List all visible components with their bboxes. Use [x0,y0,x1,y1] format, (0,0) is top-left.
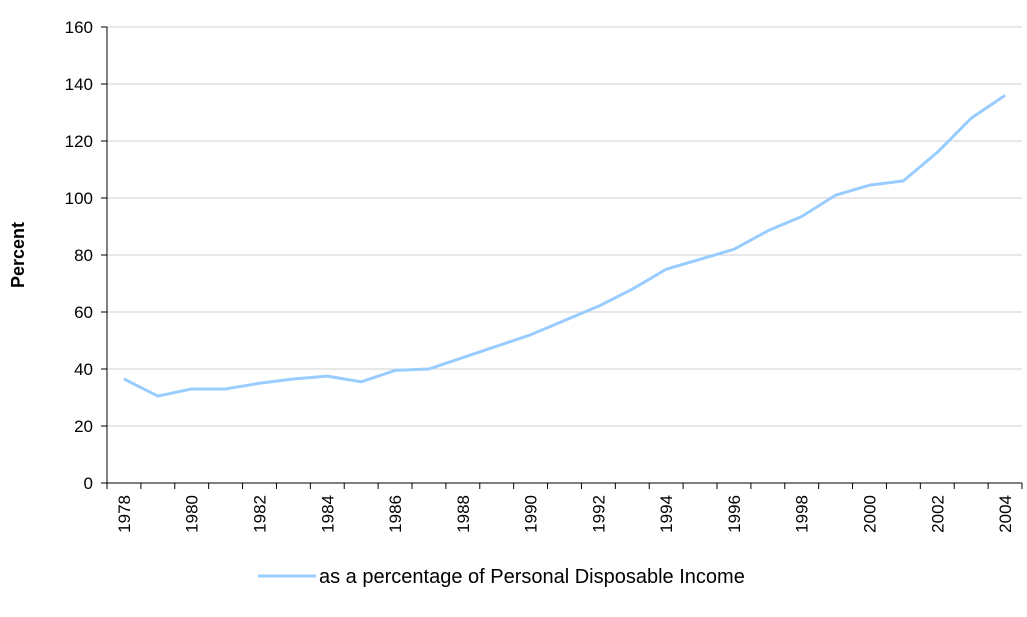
y-tick-label: 120 [65,132,93,151]
x-tick-label: 1984 [318,495,337,533]
x-tick-label: 2002 [928,495,947,533]
x-tick-label: 1990 [522,495,541,533]
x-tick-label: 1988 [454,495,473,533]
y-tick-label: 100 [65,189,93,208]
y-tick-label: 60 [74,303,93,322]
x-tick-label: 2000 [861,495,880,533]
y-tick-label: 20 [74,417,93,436]
x-tick-label: 1994 [657,495,676,533]
y-tick-label: 80 [74,246,93,265]
x-tick-label: 1992 [589,495,608,533]
x-tick-label: 1982 [251,495,270,533]
y-axis-title: Percent [8,222,28,288]
x-tick-label: 2004 [996,495,1015,533]
x-tick-label: 1980 [183,495,202,533]
y-tick-label: 0 [84,474,93,493]
x-tick-label: 1996 [725,495,744,533]
line [123,94,1006,398]
x-tick-label: 1986 [386,495,405,533]
x-tick-label: 1998 [793,495,812,533]
y-tick-label: 160 [65,18,93,37]
legend-label: as a percentage of Personal Disposable I… [319,566,745,588]
y-tick-label: 40 [74,360,93,379]
x-tick-label: 1978 [115,495,134,533]
y-tick-label: 140 [65,75,93,94]
